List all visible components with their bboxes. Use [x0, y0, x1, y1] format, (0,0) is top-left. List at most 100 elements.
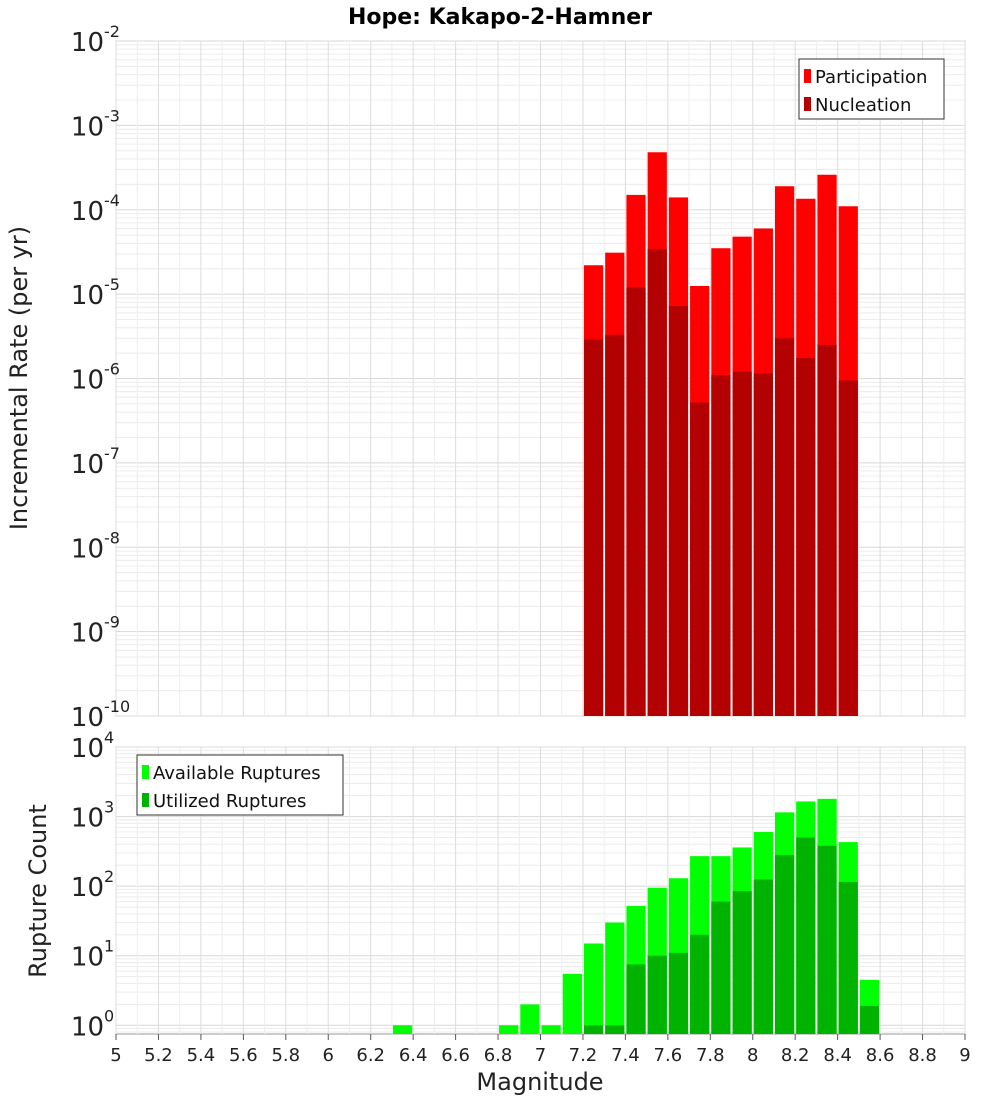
x-tick-label: 8.8 — [908, 1045, 937, 1066]
bar-nucleation — [583, 339, 604, 716]
bar-utilized-ruptures — [647, 955, 667, 1034]
bar-nucleation — [647, 249, 667, 716]
y-tick-exponent: 2 — [104, 867, 114, 886]
y-tick-base: 10 — [71, 281, 104, 311]
legend-label: Nucleation — [815, 95, 911, 116]
bar-nucleation — [753, 373, 773, 716]
y-tick-base: 10 — [71, 873, 104, 903]
bar-utilized-ruptures — [859, 1005, 880, 1034]
y-tick-base: 10 — [71, 943, 104, 973]
x-tick-label: 6.4 — [399, 1045, 428, 1066]
bar-utilized-ruptures — [711, 901, 731, 1034]
bar-nucleation — [732, 371, 752, 716]
legend-label: Available Ruptures — [153, 763, 321, 784]
y-tick-label: 10 3 — [71, 798, 114, 834]
x-tick-label: 7.8 — [696, 1045, 725, 1066]
x-tick-label: 6 — [323, 1045, 334, 1066]
y-tick-label: 10 -3 — [71, 106, 120, 142]
bar-nucleation — [817, 344, 837, 716]
bar-utilized-ruptures — [732, 891, 752, 1034]
rupture-y-axis-label: Rupture Count — [24, 804, 52, 978]
y-tick-label: 10 2 — [71, 867, 114, 903]
bar-available-ruptures — [583, 943, 604, 1034]
bar-nucleation — [796, 357, 816, 716]
x-tick-label: 5.6 — [229, 1045, 258, 1066]
bar-available-ruptures — [499, 1025, 519, 1034]
bar-utilized-ruptures — [605, 1025, 625, 1034]
bar-utilized-ruptures — [817, 845, 837, 1034]
x-axis-label: Magnitude — [476, 1068, 603, 1096]
y-tick-exponent: -6 — [104, 360, 120, 379]
y-tick-label: 10 -7 — [71, 444, 120, 480]
y-tick-label: 10 -5 — [71, 275, 120, 311]
y-tick-exponent: -10 — [104, 697, 130, 716]
x-tick-label: 8.4 — [823, 1045, 852, 1066]
y-tick-exponent: -4 — [104, 191, 120, 210]
rupture-legend: Available Ruptures Utilized Ruptures — [136, 754, 344, 816]
y-tick-label: 10 -2 — [71, 22, 120, 58]
legend-label: Utilized Ruptures — [153, 791, 306, 812]
bar-nucleation — [711, 375, 731, 716]
y-tick-exponent: -9 — [104, 613, 120, 632]
y-tick-exponent: 0 — [104, 1006, 114, 1025]
y-tick-exponent: -5 — [104, 275, 120, 294]
legend-label: Participation — [815, 67, 927, 88]
y-tick-base: 10 — [71, 112, 104, 142]
x-tick-label: 8.2 — [781, 1045, 810, 1066]
bar-utilized-ruptures — [690, 934, 710, 1034]
y-tick-label: 10 -6 — [71, 360, 120, 396]
y-tick-label: 10 -10 — [71, 697, 130, 733]
magnitude-x-ticks: 5 5.2 5.4 5.6 5.8 6 6.2 6.4 6.6 6.8 7 7.2 7.4 7.6 7.8 8… — [110, 1034, 971, 1066]
bar-nucleation — [626, 287, 646, 716]
bar-available-ruptures — [562, 973, 582, 1034]
bar-available-ruptures — [520, 1004, 540, 1034]
bar-available-ruptures — [392, 1025, 413, 1034]
y-tick-base: 10 — [71, 534, 104, 564]
bar-available-ruptures — [541, 1025, 561, 1034]
bar-utilized-ruptures — [796, 837, 816, 1034]
y-tick-label: 10 1 — [71, 937, 114, 973]
y-tick-base: 10 — [71, 450, 104, 480]
bar-nucleation — [668, 306, 689, 716]
x-tick-label: 7.6 — [654, 1045, 683, 1066]
bar-available-ruptures — [605, 922, 625, 1034]
x-tick-label: 6.6 — [441, 1045, 470, 1066]
bar-nucleation — [605, 334, 625, 716]
bar-nucleation — [690, 402, 710, 716]
x-tick-label: 5.2 — [144, 1045, 173, 1066]
x-tick-label: 7.2 — [569, 1045, 598, 1066]
y-tick-label: 10 0 — [71, 1006, 114, 1042]
bar-nucleation — [774, 338, 795, 716]
bar-utilized-ruptures — [626, 964, 646, 1034]
rate-bars — [583, 152, 858, 717]
x-tick-label: 8.6 — [866, 1045, 895, 1066]
chart-title: Hope: Kakapo-2-Hamner — [348, 5, 652, 30]
rate-legend: Participation Nucleation — [798, 58, 945, 120]
y-tick-base: 10 — [71, 197, 104, 227]
legend-swatch — [142, 765, 149, 779]
y-tick-base: 10 — [71, 804, 104, 834]
x-tick-label: 7 — [535, 1045, 546, 1066]
rate-y-axis-label: Incremental Rate (per yr) — [5, 226, 33, 530]
y-tick-base: 10 — [71, 619, 104, 649]
y-tick-base: 10 — [71, 366, 104, 396]
legend-swatch — [804, 97, 811, 111]
y-tick-exponent: -3 — [104, 106, 120, 125]
y-tick-label: 10 4 — [71, 728, 114, 764]
y-tick-base: 10 — [71, 1012, 104, 1042]
bar-utilized-ruptures — [753, 879, 773, 1034]
bar-utilized-ruptures — [583, 1025, 604, 1034]
x-tick-label: 5 — [110, 1045, 121, 1066]
y-tick-exponent: -7 — [104, 444, 120, 463]
x-tick-label: 7.4 — [611, 1045, 640, 1066]
y-tick-base: 10 — [71, 703, 104, 733]
y-tick-exponent: -8 — [104, 528, 120, 547]
y-tick-base: 10 — [71, 734, 104, 764]
y-tick-exponent: 4 — [104, 728, 114, 747]
x-tick-label: 5.8 — [271, 1045, 300, 1066]
rate-grid — [115, 40, 966, 717]
